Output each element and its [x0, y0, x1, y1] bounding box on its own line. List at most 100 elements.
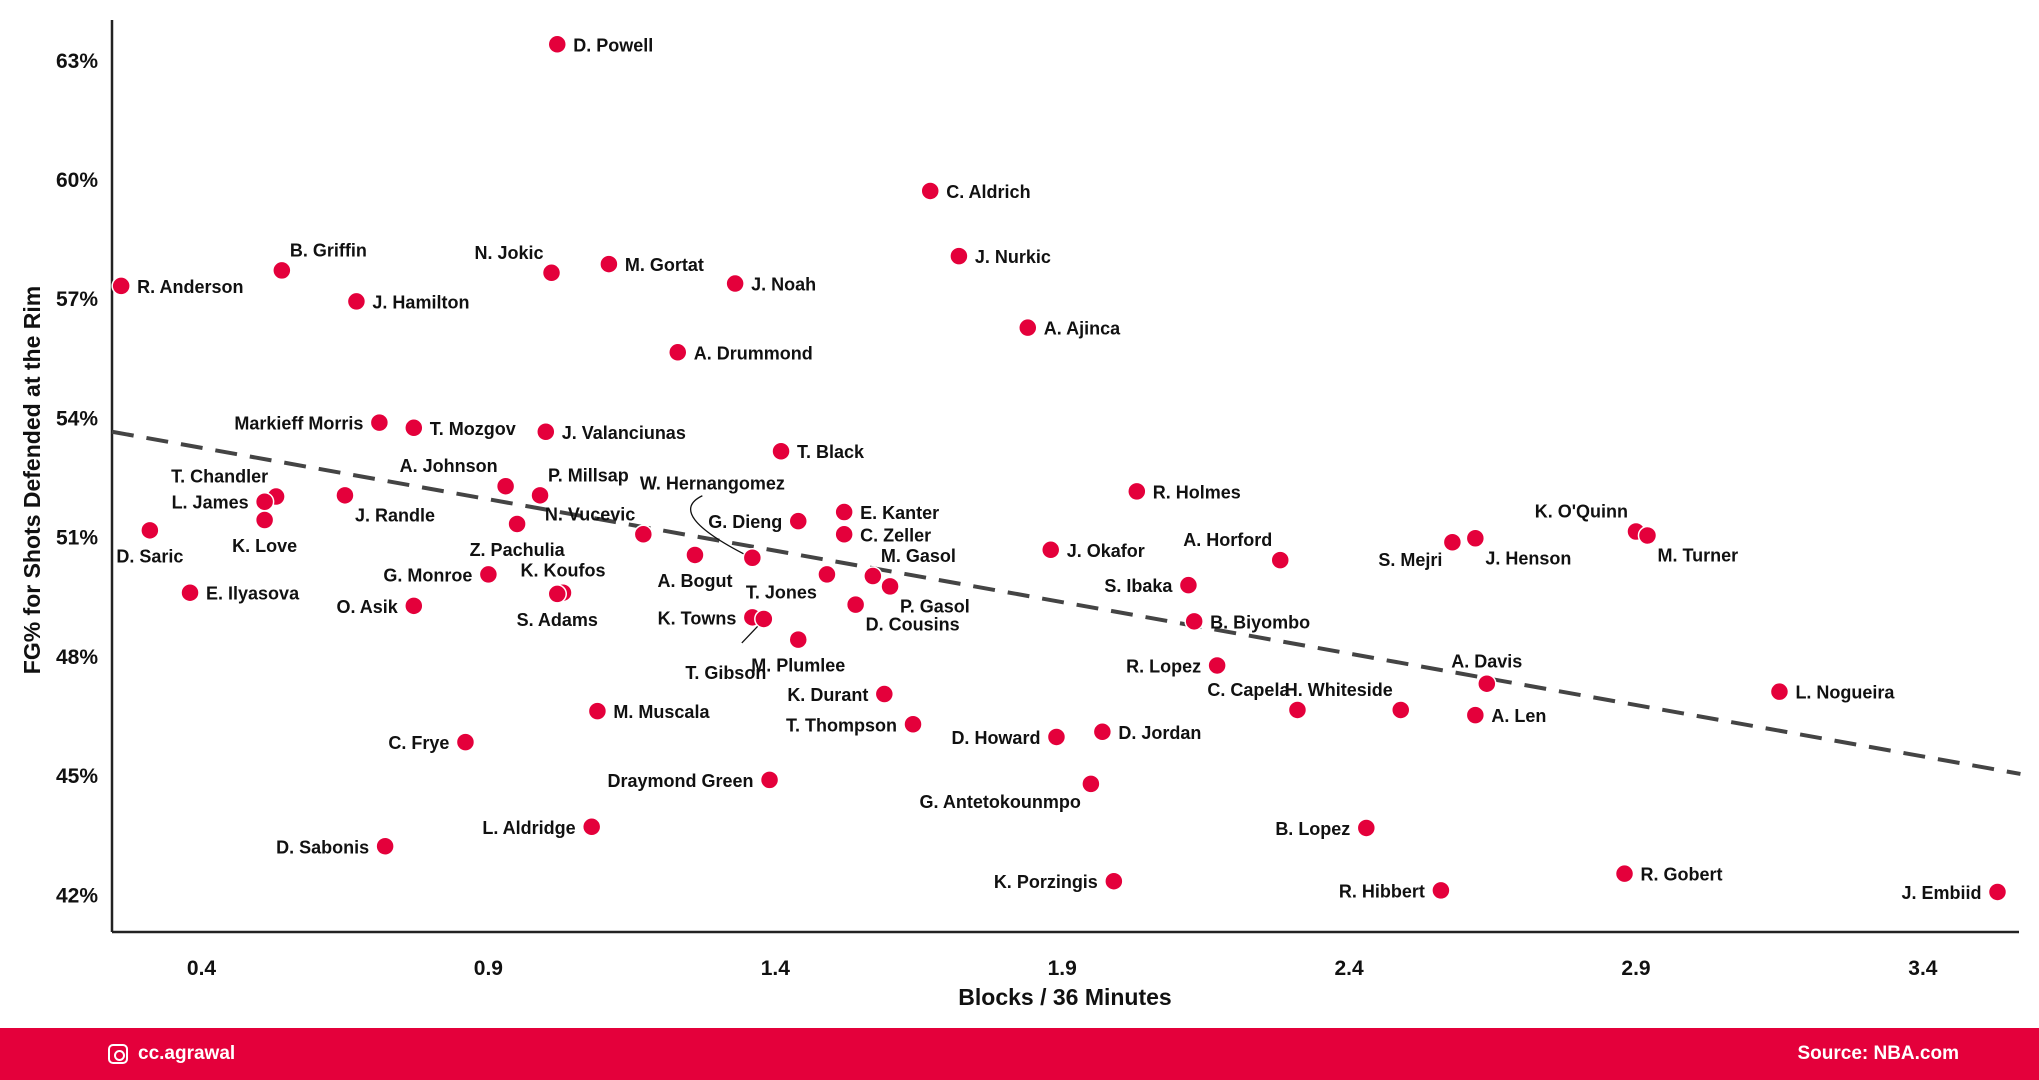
point-marker[interactable]	[1614, 863, 1635, 884]
data-point[interactable]: M. Gortat	[599, 254, 704, 275]
data-point[interactable]: J. Noah	[725, 273, 816, 295]
data-point[interactable]: D. Powell	[547, 34, 653, 55]
data-point[interactable]: K. Porzingis	[994, 871, 1124, 892]
data-point[interactable]: S. Ibaka	[1104, 575, 1199, 596]
data-point[interactable]: T. Black	[771, 441, 865, 462]
point-marker[interactable]	[949, 246, 969, 266]
point-marker[interactable]	[788, 629, 809, 650]
point-marker[interactable]	[788, 511, 809, 531]
data-point[interactable]: A. Drummond	[668, 342, 813, 363]
author-handle[interactable]: cc.agrawal	[108, 1043, 235, 1065]
data-point[interactable]: S. Adams	[517, 584, 598, 630]
point-marker[interactable]	[1046, 727, 1067, 747]
point-marker[interactable]	[404, 418, 424, 438]
point-marker[interactable]	[1637, 525, 1658, 546]
point-marker[interactable]	[874, 684, 895, 704]
point-marker[interactable]	[1178, 575, 1199, 595]
point-marker[interactable]	[536, 422, 556, 442]
point-marker[interactable]	[1477, 673, 1497, 694]
point-marker[interactable]	[1207, 655, 1227, 676]
data-point[interactable]: C. Frye	[388, 732, 476, 753]
point-marker[interactable]	[1018, 317, 1038, 338]
data-point[interactable]: K. O'Quinn	[1535, 502, 1646, 542]
point-marker[interactable]	[1431, 880, 1451, 901]
point-marker[interactable]	[1184, 611, 1204, 632]
data-point[interactable]: J. Embiid	[1901, 882, 2008, 903]
point-marker[interactable]	[920, 181, 940, 201]
data-point[interactable]: E. Kanter	[834, 502, 939, 523]
data-point[interactable]: R. Anderson	[111, 276, 244, 297]
data-point[interactable]: T. Gibson	[685, 609, 774, 683]
data-point[interactable]: L. James	[172, 491, 275, 513]
data-point[interactable]: A. Bogut	[657, 545, 732, 591]
data-point[interactable]: A. Horford	[1183, 530, 1290, 570]
data-point[interactable]: C. Zeller	[834, 524, 931, 545]
data-point[interactable]: M. Turner	[1637, 525, 1738, 565]
data-point[interactable]: B. Lopez	[1275, 818, 1377, 839]
data-point[interactable]: J. Hamilton	[346, 291, 469, 312]
data-point[interactable]: J. Nurkic	[949, 246, 1051, 267]
point-marker[interactable]	[495, 476, 516, 496]
point-marker[interactable]	[335, 485, 355, 506]
data-point[interactable]: N. Jokic	[474, 243, 562, 283]
data-point[interactable]: R. Gobert	[1614, 863, 1723, 885]
data-point[interactable]: G. Antetokounmpo	[920, 774, 1101, 812]
point-marker[interactable]	[140, 520, 160, 541]
point-marker[interactable]	[111, 276, 131, 296]
data-point[interactable]: M. Plumlee	[751, 629, 845, 676]
data-point[interactable]: J. Randle	[335, 485, 435, 525]
point-marker[interactable]	[742, 547, 763, 568]
data-point[interactable]: O. Asik	[336, 596, 424, 617]
point-marker[interactable]	[1081, 774, 1101, 794]
point-marker[interactable]	[369, 412, 390, 433]
point-marker[interactable]	[272, 260, 292, 281]
point-marker[interactable]	[1104, 871, 1124, 891]
data-point[interactable]: A. Davis	[1451, 652, 1522, 694]
data-point[interactable]: K. Durant	[787, 684, 895, 705]
data-point[interactable]: S. Mejri	[1378, 532, 1463, 570]
point-marker[interactable]	[1465, 528, 1486, 549]
data-point[interactable]: A. Johnson	[400, 456, 516, 496]
point-marker[interactable]	[1769, 681, 1790, 702]
point-marker[interactable]	[547, 34, 568, 55]
data-point[interactable]: C. Aldrich	[920, 181, 1031, 202]
point-marker[interactable]	[1287, 700, 1308, 720]
point-marker[interactable]	[587, 701, 608, 721]
data-point[interactable]: L. Nogueira	[1769, 681, 1895, 703]
data-point[interactable]: H. Whiteside	[1285, 680, 1411, 720]
point-marker[interactable]	[346, 291, 367, 312]
point-marker[interactable]	[834, 524, 854, 545]
data-point[interactable]: B. Griffin	[272, 240, 367, 281]
point-marker[interactable]	[404, 596, 424, 616]
data-point[interactable]: T. Jones	[746, 564, 837, 602]
data-point[interactable]: M. Muscala	[587, 701, 710, 722]
data-point[interactable]: M. Gasol	[863, 546, 956, 586]
data-point[interactable]: G. Monroe	[383, 564, 499, 585]
data-point[interactable]: P. Millsap	[530, 465, 629, 506]
point-marker[interactable]	[863, 566, 883, 586]
data-point[interactable]: Z. Pachulia	[470, 514, 566, 560]
data-point[interactable]: Draymond Green	[608, 770, 780, 791]
data-point[interactable]: Markieff Morris	[234, 412, 390, 434]
data-point[interactable]: R. Holmes	[1127, 481, 1241, 502]
point-marker[interactable]	[817, 564, 837, 585]
point-marker[interactable]	[1127, 481, 1147, 502]
data-point[interactable]: T. Mozgov	[404, 418, 516, 439]
point-marker[interactable]	[685, 545, 705, 565]
data-point[interactable]: R. Hibbert	[1339, 880, 1451, 901]
data-point[interactable]: P. Gasol	[880, 576, 970, 616]
data-point[interactable]: K. Love	[232, 510, 297, 556]
point-marker[interactable]	[845, 594, 866, 615]
data-point[interactable]: G. Dieng	[708, 511, 809, 532]
data-point[interactable]: D. Howard	[951, 727, 1067, 748]
point-marker[interactable]	[478, 564, 499, 585]
data-point[interactable]: A. Ajinca	[1018, 317, 1121, 339]
point-marker[interactable]	[254, 510, 275, 530]
point-marker[interactable]	[1356, 818, 1377, 838]
point-marker[interactable]	[1987, 882, 2008, 902]
point-marker[interactable]	[1092, 722, 1113, 742]
data-point[interactable]: N. Vucevic	[545, 504, 654, 545]
data-point[interactable]: D. Jordan	[1092, 722, 1201, 743]
point-marker[interactable]	[1442, 532, 1463, 552]
point-marker[interactable]	[1390, 700, 1411, 720]
